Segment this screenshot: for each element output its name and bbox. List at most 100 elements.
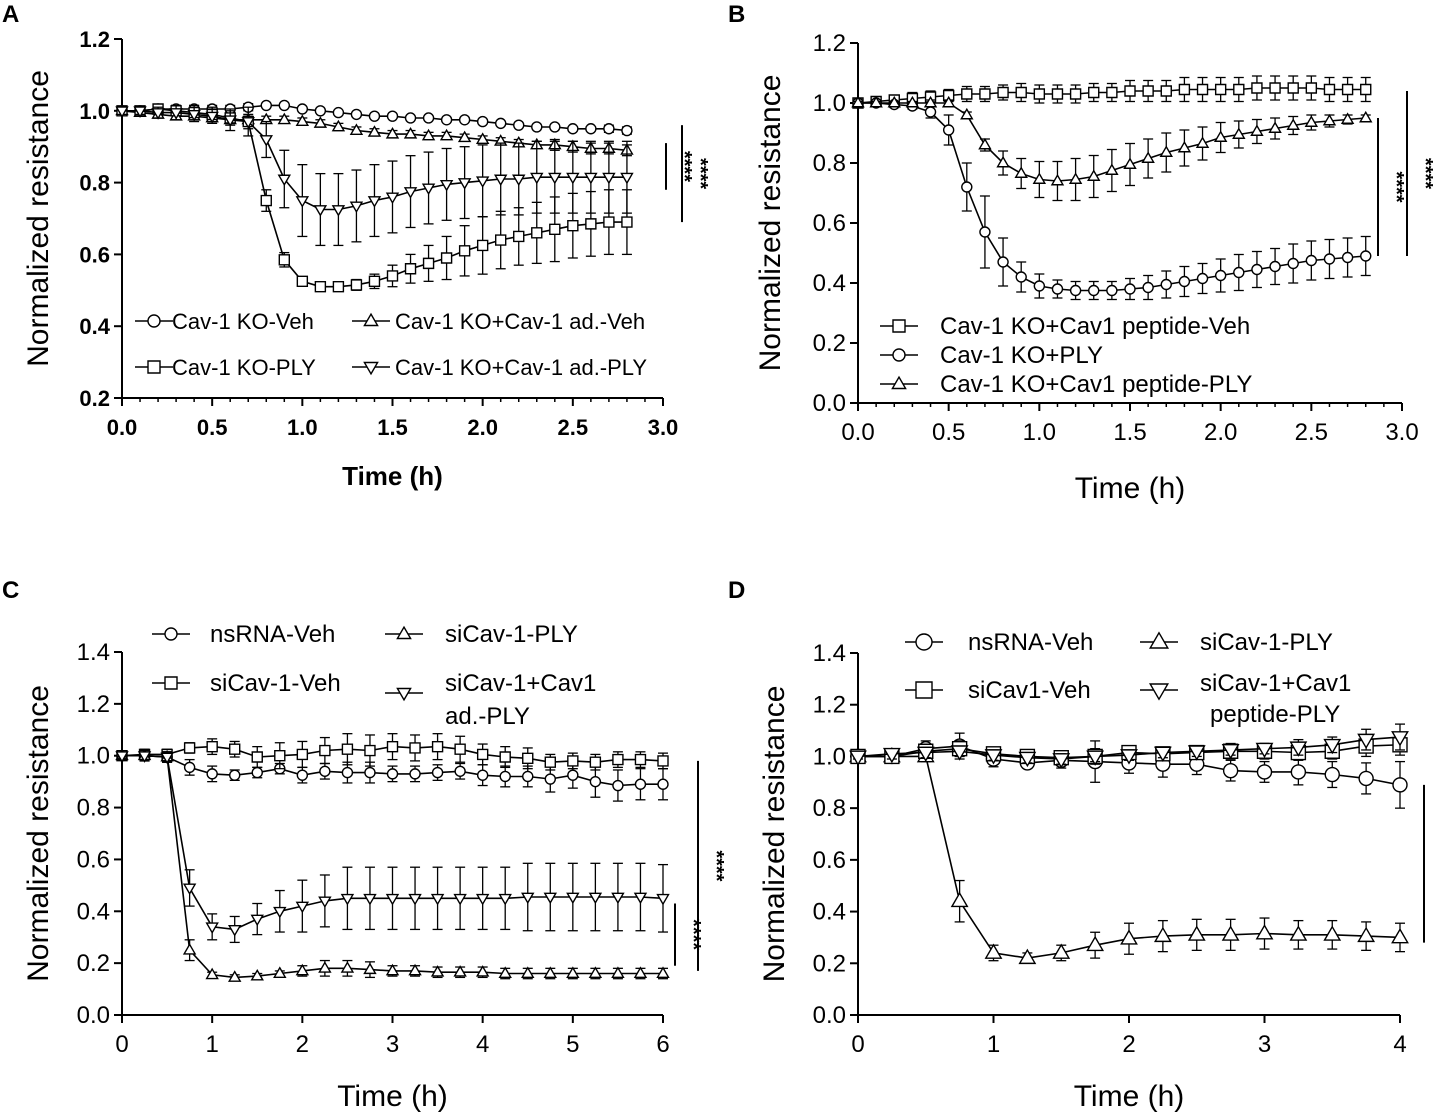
data-point [1052,943,1071,959]
data-point [1360,250,1372,262]
data-point [1087,169,1101,181]
data-point [1142,85,1154,97]
x-tick-label: 3.0 [1385,419,1418,446]
data-point [386,270,399,282]
data-point [115,751,129,763]
data-point [151,108,165,120]
series-cav-1-ko-cav1-peptide-ply [851,95,1373,202]
data-point [273,966,287,978]
x-tick-label: 4 [476,1031,489,1058]
data-point [513,230,525,243]
data-point [499,751,511,763]
data-point [440,252,453,264]
data-point [476,748,489,761]
significance-label: **** [1431,848,1440,879]
data-point [1187,925,1206,941]
data-point [905,95,920,108]
y-tick-label: 1.2 [77,691,110,718]
data-point [1051,88,1064,100]
y-tick-label: 1.2 [813,692,846,719]
data-point [453,893,467,906]
data-point [1305,82,1318,94]
data-point [543,892,558,905]
data-point [548,172,562,185]
data-point [1287,257,1299,270]
data-point [318,961,332,973]
data-point [621,124,633,137]
data-point [340,893,355,906]
significance-label: **** [1414,158,1436,189]
y-tick-label: 1.2 [813,30,846,57]
data-point [1256,764,1273,780]
legend-label: ad.-PLY [445,703,530,730]
legend-marker [396,625,412,640]
y-tick-label: 0.8 [77,795,110,822]
data-point [295,196,310,208]
series-sicav-1-cav1-ad-ply [115,749,670,944]
legend-entry: Cav-1 KO+PLY [880,342,1103,369]
data-point [260,194,272,207]
data-point [950,891,969,908]
legend-entry: Cav-1 KO+Cav-1 ad.-Veh [352,309,645,334]
data-point [585,218,597,230]
data-point [941,95,956,108]
data-point [1323,925,1342,941]
data-point [620,172,634,185]
data-point [1086,935,1105,952]
data-point [278,99,290,112]
data-point [512,174,526,187]
data-point [386,740,399,753]
data-point [439,179,454,192]
data-point [1018,948,1037,965]
data-point [1195,136,1210,148]
data-point [313,116,328,128]
data-point [544,773,556,785]
data-point [1323,253,1336,265]
data-point [476,115,489,128]
data-point [589,756,602,768]
data-point [979,226,991,238]
y-tick-label: 0.4 [77,898,110,925]
data-point [633,892,648,905]
data-point [585,123,597,135]
data-point [978,137,992,150]
data-point [1358,770,1374,787]
y-tick-label: 0.2 [813,950,846,977]
data-point [331,119,346,132]
significance-label: **** [673,151,695,182]
data-point [296,769,309,781]
data-point [115,106,129,118]
data-point [295,114,310,127]
legend-entry: Cav-1 KO-PLY [135,355,316,380]
legend-label: siCav-1+Cav1 [1200,670,1351,697]
data-point [1196,83,1209,96]
data-point [205,922,219,934]
data-point [1360,83,1372,96]
data-point [385,192,400,205]
x-tick-label: 4 [1393,1031,1406,1058]
data-point [1124,283,1136,295]
data-point [349,201,364,214]
data-point [422,257,435,270]
data-point [250,968,264,981]
panel-label-d: D [728,577,745,604]
y-tick-label: 1.0 [813,90,846,117]
data-point [566,966,580,978]
data-point [1392,777,1408,793]
data-point [634,753,647,766]
data-point [408,893,422,906]
y-tick-label: 1.4 [77,639,110,666]
data-point [543,966,558,978]
data-point [363,893,377,906]
x-tick-label: 0.0 [841,419,874,446]
data-point [408,963,422,976]
data-point [1033,88,1046,100]
legend-entry: Cav-1 KO-Veh [135,309,314,334]
x-tick-label: 0 [115,1031,128,1058]
data-point [182,883,197,896]
data-point [849,750,867,766]
data-point [421,128,436,141]
x-tick-label: 1.0 [1023,419,1056,446]
data-point [1286,118,1300,130]
